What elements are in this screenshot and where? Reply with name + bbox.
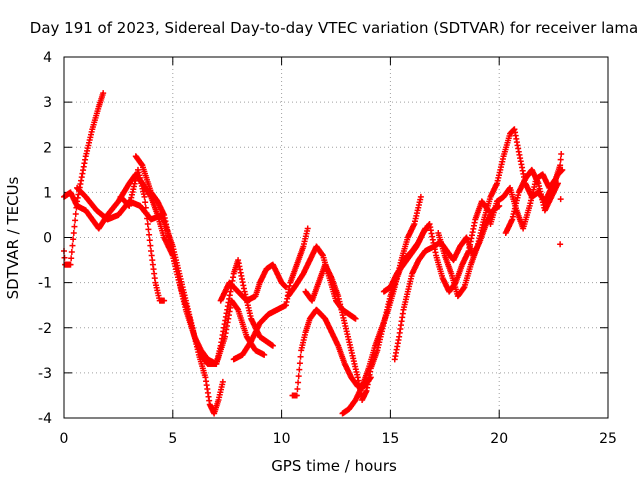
data-point <box>558 151 565 158</box>
grid <box>64 57 608 418</box>
data-point <box>70 229 77 236</box>
data-point <box>297 353 304 360</box>
y-tick-label: 2 <box>43 140 52 156</box>
series-trace_b <box>61 90 107 268</box>
series-trace_p <box>502 166 561 236</box>
y-tick-label: -4 <box>38 411 52 427</box>
data-point <box>143 210 150 217</box>
data-point <box>100 90 107 97</box>
data-point <box>142 199 149 206</box>
data-point <box>142 204 149 211</box>
series-trace_k <box>339 193 424 417</box>
series-trace_o <box>487 151 565 248</box>
series-trace_h <box>289 306 374 399</box>
data-point <box>557 196 564 203</box>
y-tick-label: -2 <box>38 321 52 337</box>
axes: 0 5 10 15 20 25 -4 -3 -2 -1 0 1 2 3 4 <box>38 50 617 447</box>
x-tick-label: 0 <box>60 431 69 447</box>
data-point <box>144 220 151 227</box>
data-point <box>554 180 561 187</box>
series-trace_e <box>132 153 268 367</box>
data-point <box>68 248 75 255</box>
y-tick-label: -3 <box>38 366 52 382</box>
data-point <box>352 315 359 322</box>
data-point <box>146 231 153 238</box>
x-tick-label: 10 <box>273 431 291 447</box>
data-point <box>72 217 79 224</box>
data-point <box>73 204 80 211</box>
x-tick-label: 25 <box>599 431 617 447</box>
data-point <box>296 366 303 373</box>
x-axis-title: GPS time / hours <box>271 457 397 475</box>
data-point <box>67 261 74 268</box>
data-point <box>557 162 564 169</box>
y-tick-label: 1 <box>43 185 52 201</box>
data-point <box>144 215 151 222</box>
series-trace_d <box>117 166 168 304</box>
data-point <box>417 193 424 200</box>
data-point <box>295 379 302 386</box>
series-trace_n <box>435 126 566 300</box>
data-point <box>219 378 226 385</box>
data-point <box>70 236 77 243</box>
data-point <box>269 342 276 349</box>
series-trace_g <box>217 261 289 304</box>
data-point <box>68 255 75 262</box>
data-point <box>146 237 153 244</box>
data-point <box>71 223 78 230</box>
data-point <box>557 156 564 163</box>
data-point <box>147 242 154 249</box>
data-point <box>145 226 152 233</box>
data-point <box>294 385 301 392</box>
chart-title: Day 191 of 2023, Sidereal Day-to-day VTE… <box>30 19 638 37</box>
data-point <box>557 241 564 248</box>
series-trace_i <box>285 243 359 322</box>
data-point <box>282 284 289 291</box>
y-tick-label: 3 <box>43 95 52 111</box>
data-point <box>141 193 148 200</box>
data-point <box>296 360 303 367</box>
data-point <box>69 242 76 249</box>
data-point <box>293 392 300 399</box>
data-point <box>304 225 311 232</box>
y-tick-label: 0 <box>43 231 52 247</box>
y-tick-label: 4 <box>43 50 52 66</box>
data-point <box>295 373 302 380</box>
data-point <box>72 211 79 218</box>
y-axis-title: SDTVAR / TECUs <box>4 176 22 299</box>
series-trace_l <box>380 198 492 295</box>
x-tick-label: 20 <box>490 431 508 447</box>
data-point <box>261 351 268 358</box>
y-tick-label: -1 <box>38 276 52 292</box>
data-point <box>161 297 168 304</box>
x-tick-label: 5 <box>168 431 177 447</box>
x-tick-label: 15 <box>381 431 399 447</box>
data-point <box>61 254 68 261</box>
data-points <box>61 90 566 417</box>
plot-frame <box>63 56 609 419</box>
